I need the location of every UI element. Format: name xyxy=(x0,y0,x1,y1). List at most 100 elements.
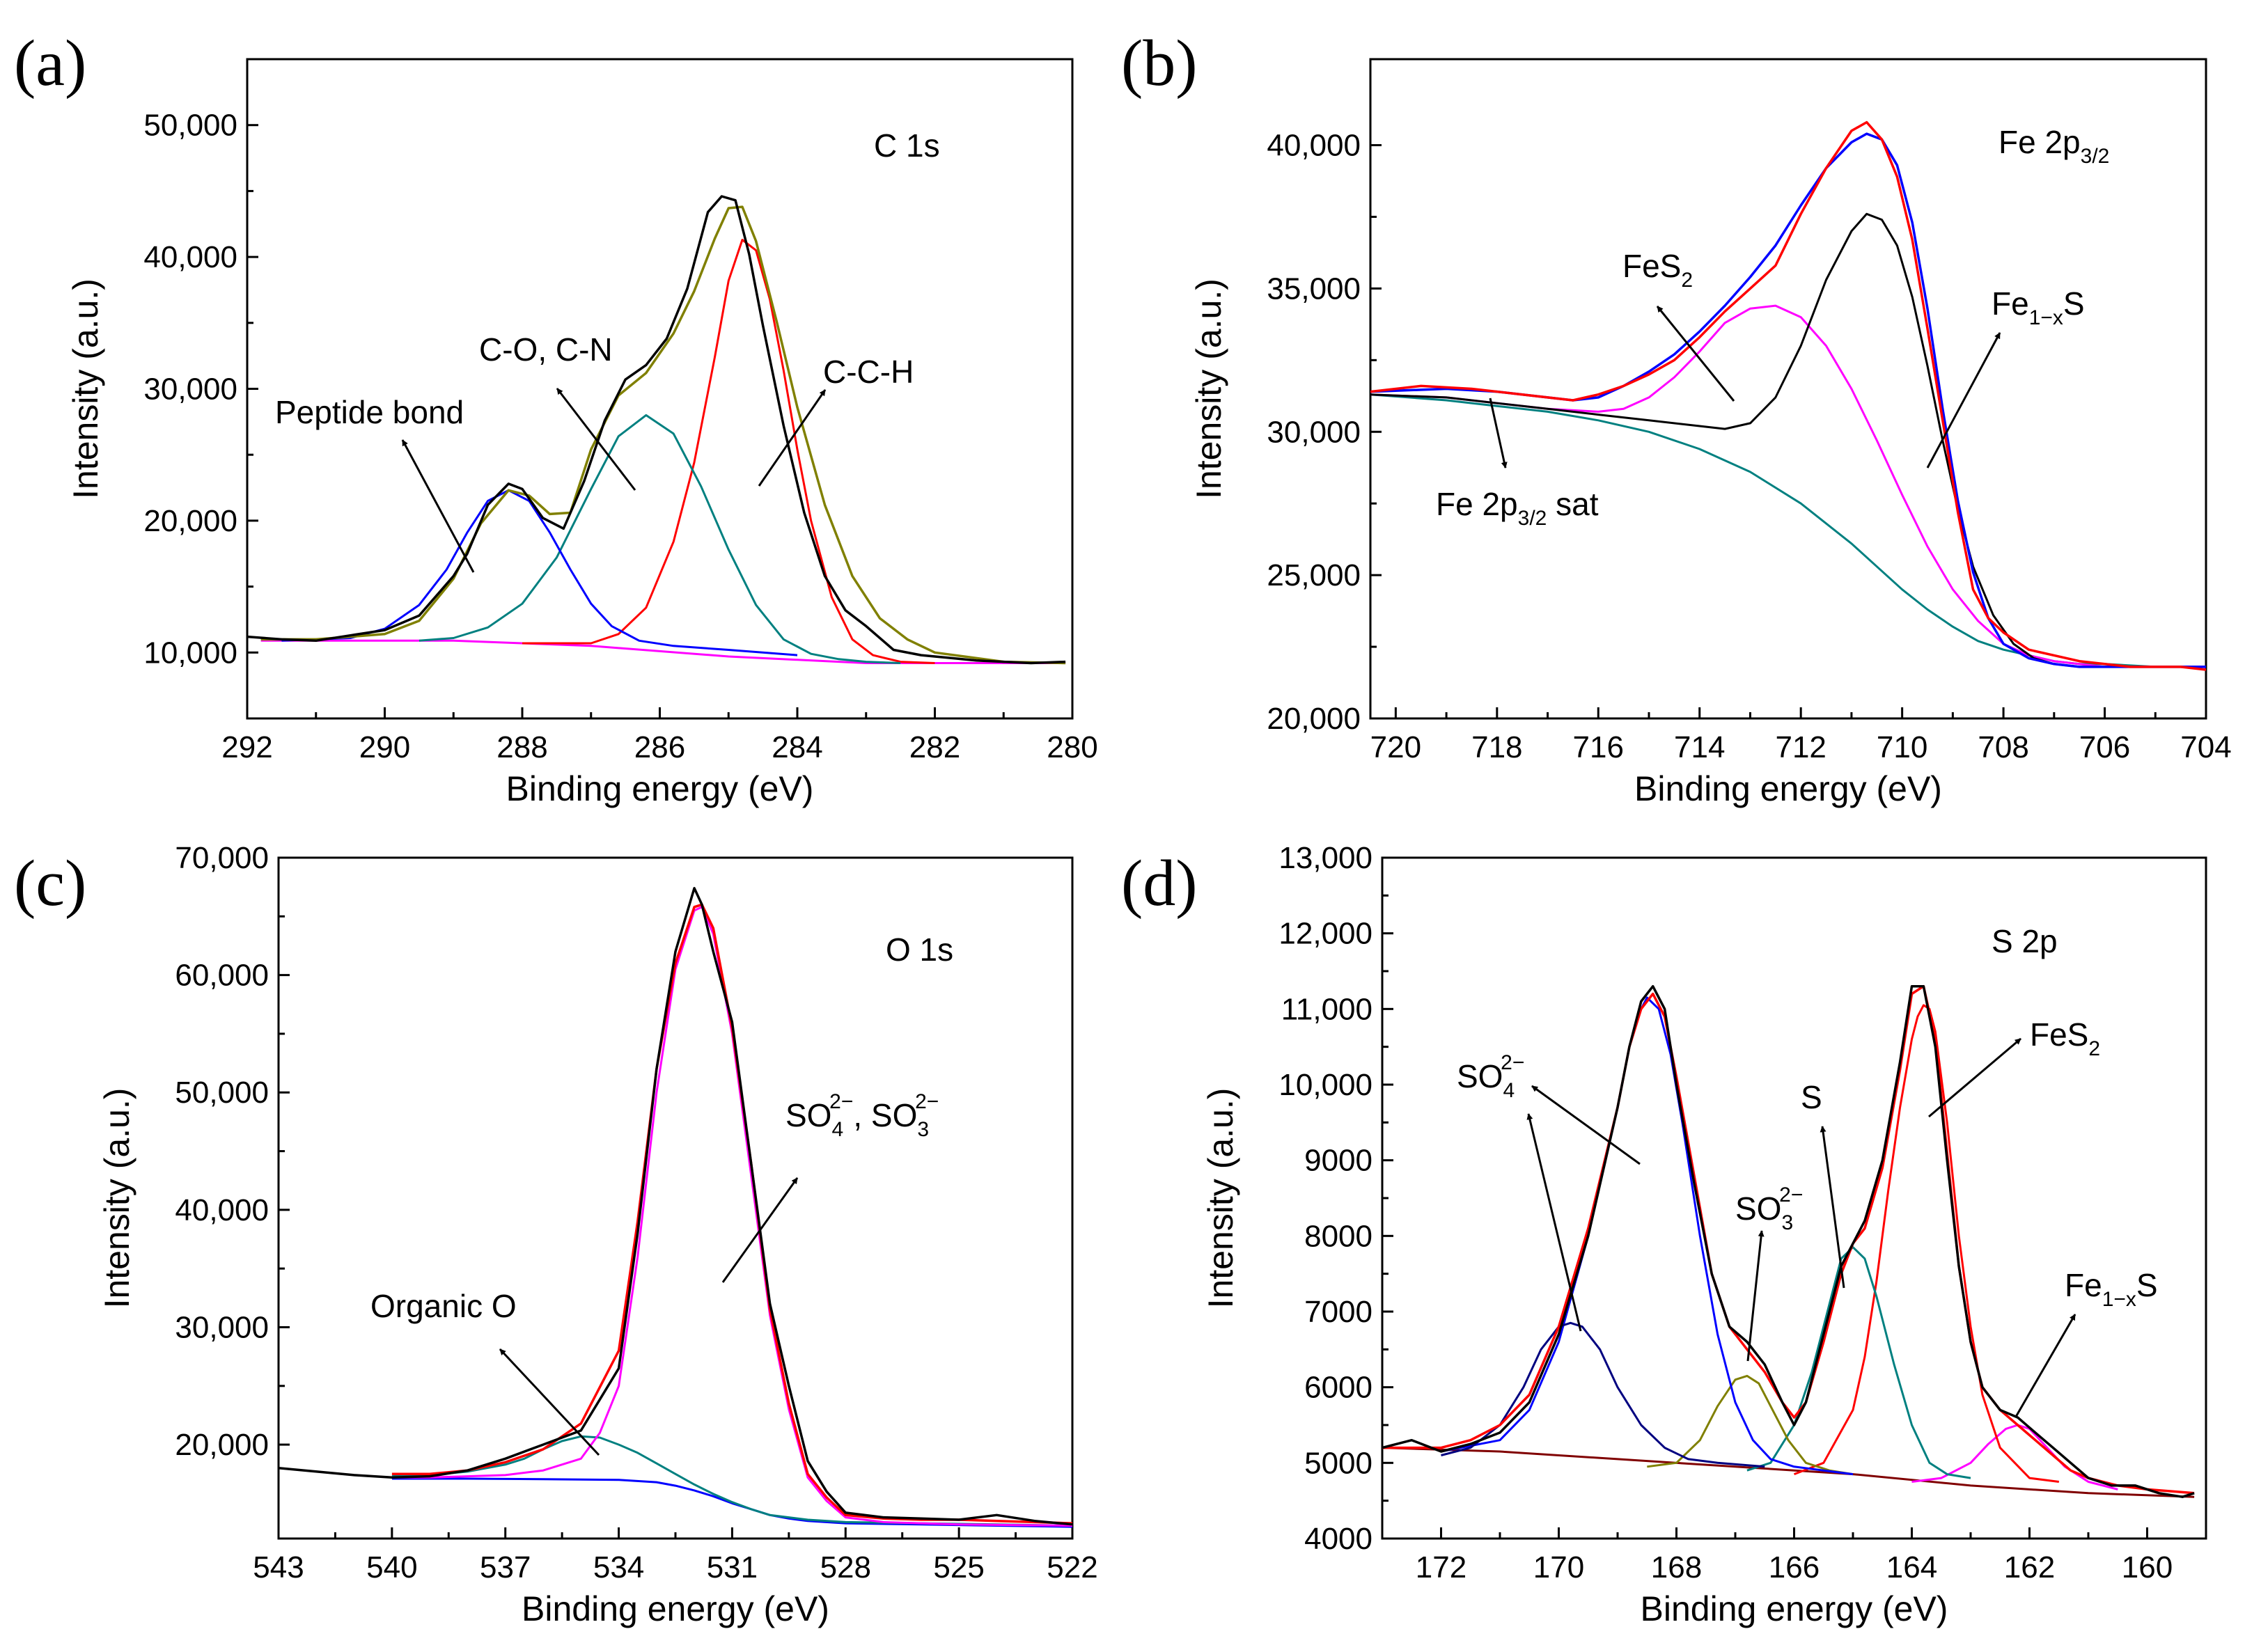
panel-a-ytick-label: 10,000 xyxy=(143,636,237,670)
panel-d-arrow-fe1-xs xyxy=(2015,1314,2076,1417)
panel-d-ytick-label: 13,000 xyxy=(1278,841,1372,875)
panel-d-annotation-fe1-xs: Fe1−xS xyxy=(2065,1267,2158,1311)
panel-d-xtick-label: 166 xyxy=(1769,1550,1820,1584)
panel-a-ytick-label: 50,000 xyxy=(143,109,237,143)
panel-a-arrow-peptide-bond xyxy=(401,439,475,573)
panel-d-xtick-label: 162 xyxy=(2004,1550,2055,1584)
panel-d-ytick-label: 6000 xyxy=(1304,1371,1372,1405)
panel-b-ytick-label: 25,000 xyxy=(1267,558,1361,592)
panel-d-ytick-label: 5000 xyxy=(1304,1446,1372,1480)
panel-b: (b) 720 718 716 714 712 710 708 706 704 20,000 25,… xyxy=(1121,27,2232,808)
panel-a-series-peptide-bond xyxy=(281,489,798,656)
panel-c-series-background xyxy=(391,1477,1072,1528)
panel-a-xlabel: Binding energy (eV) xyxy=(506,769,814,808)
panel-c-ytick-label: 70,000 xyxy=(175,841,269,875)
panel-c-xtick-label: 525 xyxy=(933,1550,984,1584)
panel-b-series-raw xyxy=(1370,120,2206,671)
panel-d-title: S 2p xyxy=(1992,923,2058,959)
panel-d-annotation-fes2: FeS2 xyxy=(2030,1016,2100,1060)
panel-a-ytick-label: 20,000 xyxy=(143,504,237,538)
panel-d-ytick-label: 4000 xyxy=(1304,1522,1372,1556)
panel-d-annotation-so4: SO42− xyxy=(1457,1051,1524,1102)
panel-b-ylabel: Intensity (a.u.) xyxy=(1189,278,1228,499)
panel-b-xtick-label: 718 xyxy=(1471,730,1522,764)
panel-a-annotation-c-o-c-n: C-O, C-N xyxy=(479,331,613,368)
panel-b-arrow-fe1-xs xyxy=(1926,332,2001,469)
panel-d-series-s xyxy=(1746,1246,1971,1479)
panel-d-arrow-so3 xyxy=(1746,1230,1765,1362)
panel-d-label: (d) xyxy=(1121,847,1198,920)
panel-c-plot: 543 540 537 534 531 528 525 522 20,000 30,000 40,0… xyxy=(97,841,1098,1628)
panel-d-arrow-so4-b xyxy=(1526,1113,1582,1332)
panel-b-series-fe1-xs xyxy=(1370,212,2206,668)
panel-d-ytick-label: 11,000 xyxy=(1281,992,1372,1026)
panel-a-series-c-o-c-n xyxy=(419,414,901,664)
panel-d-ytick-label: 10,000 xyxy=(1278,1068,1372,1102)
panel-a-series-group xyxy=(247,195,1066,665)
panel-c-ytick-label: 50,000 xyxy=(175,1076,269,1110)
panel-b-annotation-fe1-xs: Fe1−xS xyxy=(1992,285,2085,329)
panel-a-plot: 292 290 288 286 284 282 280 10,000 20,000 30,000 4… xyxy=(66,58,1098,808)
panel-d-arrow-fes2 xyxy=(1928,1037,2021,1118)
panel-d-xtick-label: 160 xyxy=(2122,1550,2173,1584)
panel-a-ytick-label: 30,000 xyxy=(143,372,237,407)
panel-a-annotation-c-c-h: C-C-H xyxy=(823,354,914,390)
panel-a-series-envelope xyxy=(260,205,1066,665)
panel-c-xtick-label: 543 xyxy=(253,1550,304,1584)
panel-c-series-group xyxy=(279,887,1072,1528)
panel-d-xtick-label: 172 xyxy=(1416,1550,1466,1584)
panel-b-label: (b) xyxy=(1121,27,1198,100)
panel-d-series-so3-2 xyxy=(1647,1374,1854,1476)
panel-c-annotation-organic-o: Organic O xyxy=(370,1288,517,1324)
panel-c-series-so4-2-so3-2 xyxy=(391,906,1072,1527)
panel-a: (a) 292 290 288 286 284 282 280 10,000 20,000 30,… xyxy=(14,27,1098,808)
panel-a-xtick-label: 284 xyxy=(772,730,822,764)
panel-d-ytick-label: 9000 xyxy=(1304,1144,1372,1178)
panel-b-xtick-label: 712 xyxy=(1775,730,1826,764)
panel-c-xlabel: Binding energy (eV) xyxy=(522,1589,829,1628)
panel-b-title: Fe 2p3/2 xyxy=(1998,124,2109,168)
panel-d-series-so4-2-169-8 xyxy=(1441,1321,1765,1468)
panel-b-xtick-label: 716 xyxy=(1573,730,1624,764)
panel-c-xtick-label: 528 xyxy=(820,1550,871,1584)
panel-d-series-fe1-xs xyxy=(1911,1424,2118,1490)
panel-d-ylabel: Intensity (a.u.) xyxy=(1201,1088,1240,1309)
panel-a-annotation-peptide-bond: Peptide bond xyxy=(275,394,464,430)
panel-a-series-background xyxy=(260,639,1066,664)
panel-d-annotation-so3: SO32− xyxy=(1735,1183,1803,1234)
panel-b-series-envelope xyxy=(1370,132,2206,668)
panel-d-xlabel: Binding energy (eV) xyxy=(1641,1589,1948,1628)
panel-b-annotation-sat: Fe 2p3/2 sat xyxy=(1436,486,1599,530)
panel-a-xtick-label: 288 xyxy=(496,730,547,764)
panel-d-annotation-s: S xyxy=(1801,1079,1822,1115)
panel-b-ytick-label: 30,000 xyxy=(1267,415,1361,449)
panel-a-xtick-label: 282 xyxy=(909,730,960,764)
panel-d-series-raw xyxy=(1382,984,2195,1498)
panel-d: (d) 172 170 168 166 164 162 160 4000 5000 6000 700… xyxy=(1121,841,2207,1628)
panel-a-title: C 1s xyxy=(874,127,940,164)
panel-d-xtick-label: 168 xyxy=(1651,1550,1702,1584)
panel-c-annotation-sulfate-sulfite: SO42−, SO32− xyxy=(785,1090,939,1141)
panel-c-ytick-label: 20,000 xyxy=(175,1428,269,1462)
panel-a-series-c-c-h xyxy=(522,239,935,664)
panel-b-series-fes2 xyxy=(1370,304,2206,668)
panel-c-series-organic-o xyxy=(391,1435,1072,1527)
panel-b-xtick-label: 710 xyxy=(1877,730,1927,764)
panel-b-axes-frame xyxy=(1369,58,2207,720)
panel-b-plot: 720 718 716 714 712 710 708 706 704 20,000 25,000 3… xyxy=(1189,58,2232,808)
panel-c-title: O 1s xyxy=(886,931,953,968)
panel-c-label: (c) xyxy=(14,847,86,920)
panel-a-arrow-c-c-h xyxy=(758,389,827,487)
panel-d-series-background xyxy=(1382,1447,2195,1498)
panel-c-xtick-label: 537 xyxy=(480,1550,531,1584)
panel-b-ytick-label: 20,000 xyxy=(1267,702,1361,736)
panel-c-series-raw xyxy=(279,887,1072,1526)
panel-c-ytick-label: 30,000 xyxy=(175,1310,269,1344)
panel-d-series-fes2 xyxy=(1793,1004,2059,1483)
panel-a-xtick-label: 292 xyxy=(221,730,272,764)
panel-b-xtick-label: 720 xyxy=(1370,730,1421,764)
panel-a-xtick-label: 290 xyxy=(359,730,410,764)
panel-b-xtick-label: 704 xyxy=(2180,730,2231,764)
panel-d-ytick-label: 12,000 xyxy=(1278,917,1372,951)
